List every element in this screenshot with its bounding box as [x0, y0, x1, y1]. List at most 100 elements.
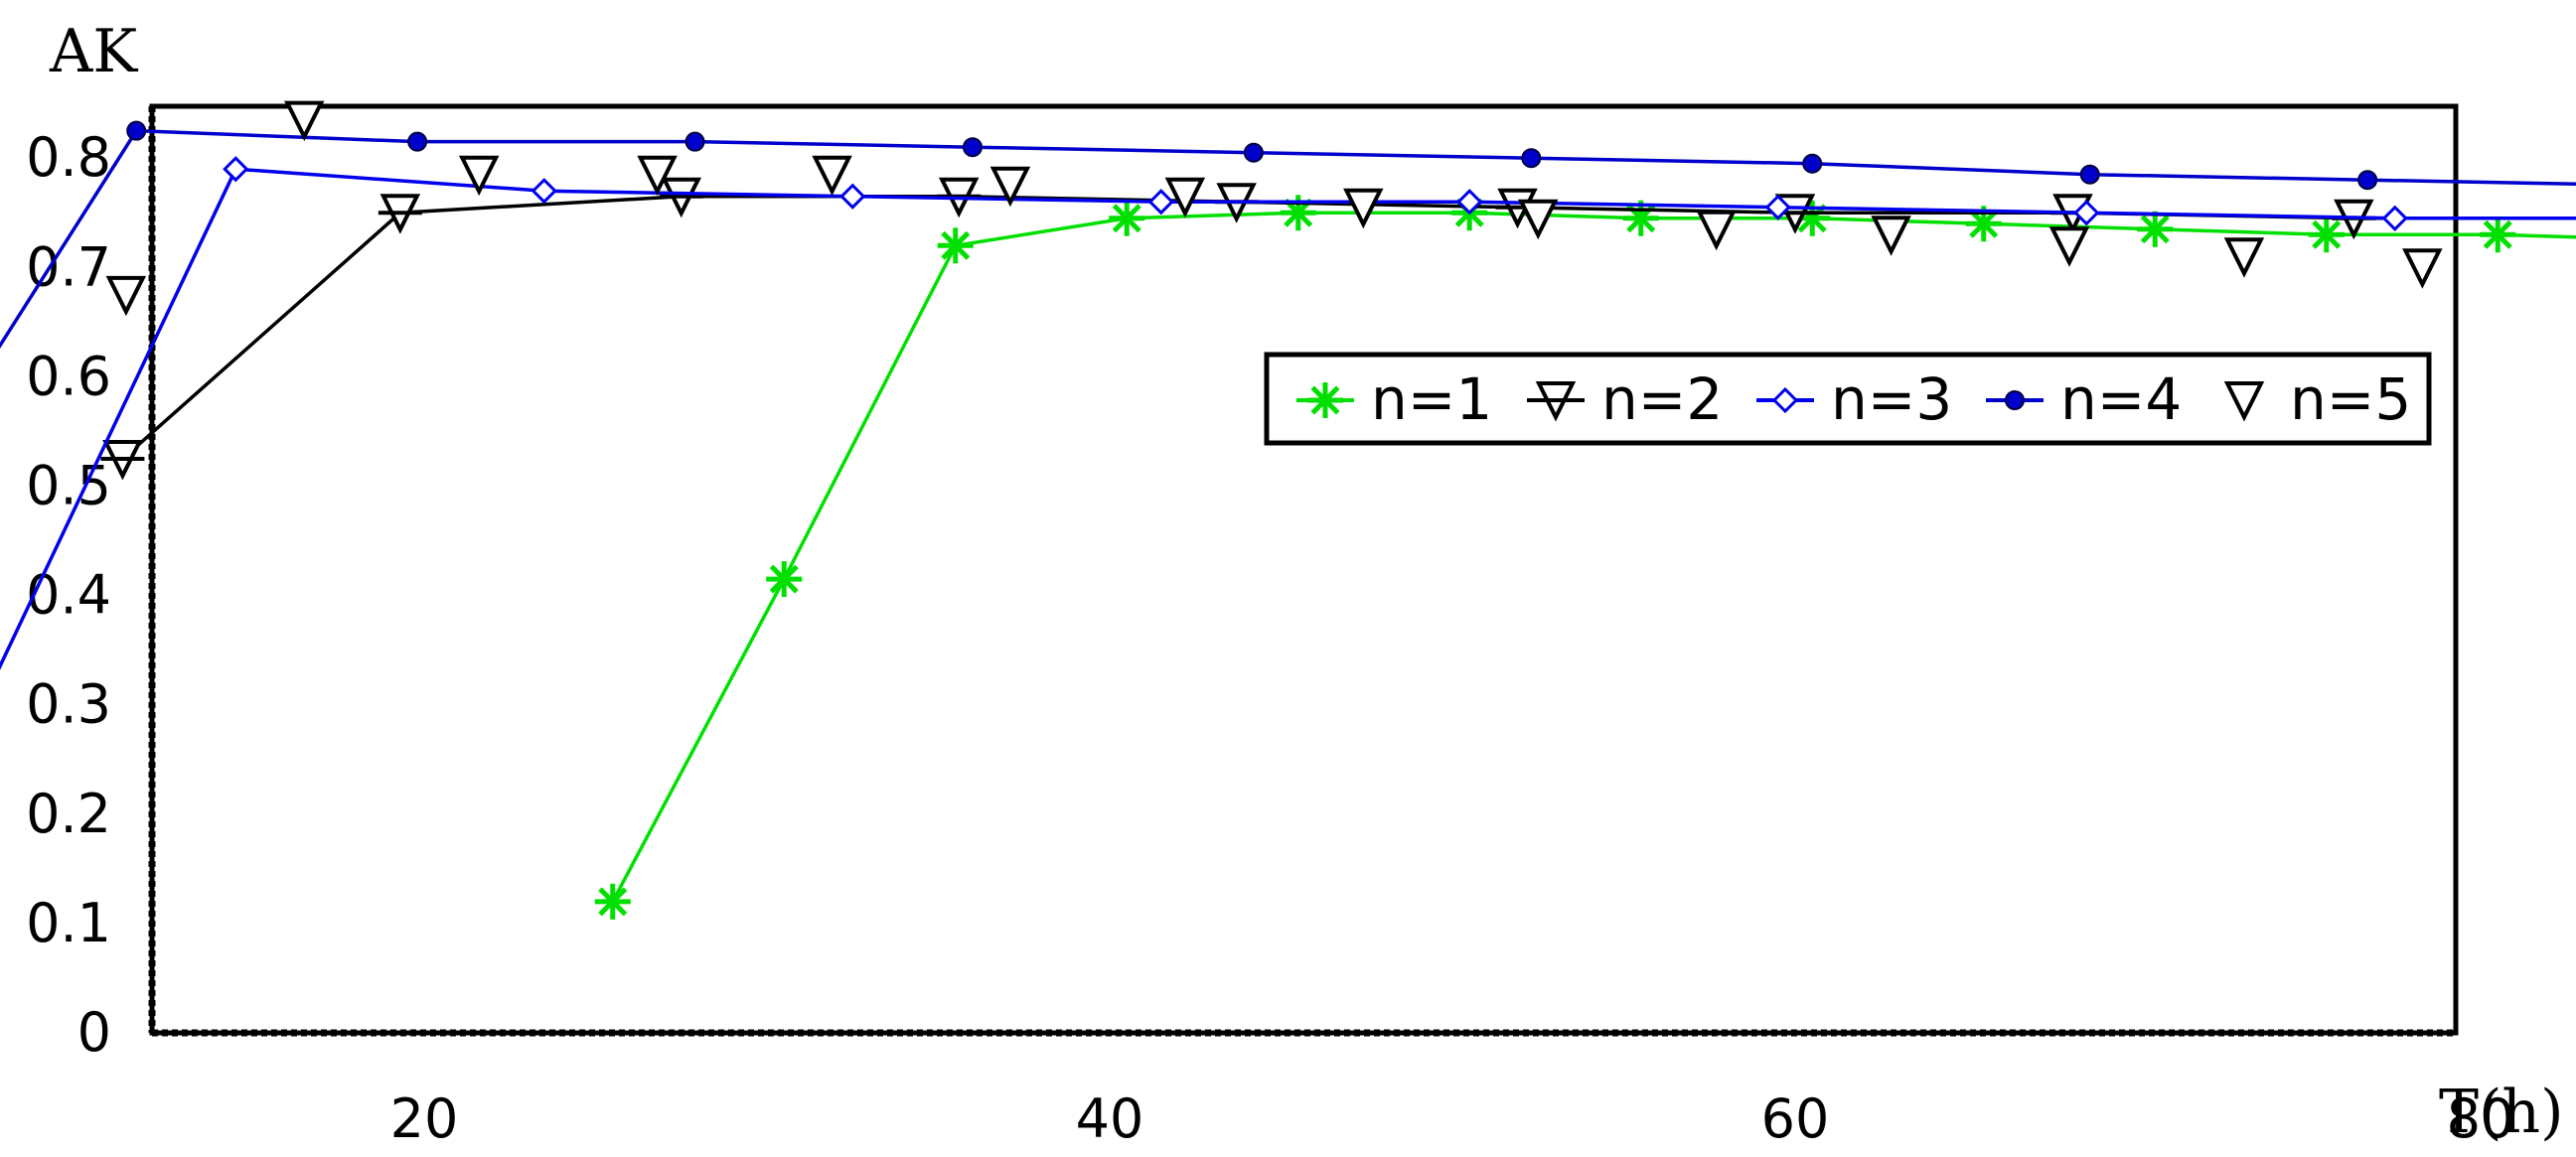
- dot-shape: [2005, 390, 2025, 410]
- y-tick-label: 0.6: [26, 345, 111, 407]
- diamond-shape: [1764, 194, 1791, 220]
- data-point: [1164, 177, 1206, 218]
- data-point: [2308, 217, 2345, 253]
- triangle-shape: [1696, 210, 1737, 251]
- data-point: [989, 166, 1031, 208]
- data-point: [1802, 153, 1823, 174]
- diamond-shape: [2073, 200, 2100, 226]
- dot-shape: [1243, 142, 1264, 163]
- x-axis-label: T(h): [2439, 1078, 2563, 1147]
- x-tick-label: 80: [2447, 1087, 2515, 1150]
- legend-marker: [2005, 390, 2025, 410]
- triangle-shape: [637, 155, 678, 197]
- data-point: [1243, 142, 1264, 163]
- data-point: [2402, 248, 2443, 289]
- dot-shape: [126, 120, 147, 141]
- data-point: [2480, 217, 2516, 253]
- legend-box: [1264, 352, 2432, 446]
- data-point: [2381, 205, 2408, 231]
- y-tick-label: 0.8: [26, 126, 111, 189]
- y-tick-label: 0: [77, 1001, 111, 1064]
- series-line: [611, 211, 2576, 903]
- triangle-shape: [2223, 381, 2265, 422]
- data-point: [2048, 226, 2090, 267]
- data-point: [1343, 188, 1384, 229]
- legend-marker: [2223, 381, 2265, 422]
- diamond-shape: [1147, 189, 1174, 216]
- data-point: [2079, 164, 2100, 185]
- diamond-shape: [839, 183, 866, 210]
- data-point: [378, 194, 422, 234]
- data-point: [1696, 210, 1737, 251]
- asterisk-stroke: [2483, 219, 2512, 249]
- legend-marker: [1534, 381, 1578, 422]
- triangle-shape: [284, 100, 325, 142]
- series-layer: [0, 100, 2576, 920]
- y-tick-label: 0.7: [26, 235, 111, 298]
- x-tick-label: 20: [390, 1087, 459, 1150]
- diamond-shape: [1456, 189, 1483, 216]
- triangle-shape: [105, 275, 147, 317]
- triangle-shape: [1518, 199, 1559, 240]
- data-point: [766, 561, 803, 598]
- data-point: [937, 227, 974, 264]
- series-n3: [0, 156, 2576, 670]
- data-point: [659, 177, 703, 218]
- series-line: [0, 167, 2576, 670]
- data-point: [1109, 200, 1145, 236]
- series-n4: [0, 120, 2576, 350]
- legend-label: n=3: [1831, 365, 1952, 433]
- diamond-shape: [530, 178, 557, 205]
- y-tick-label: 0.3: [26, 673, 111, 736]
- data-point: [530, 178, 557, 205]
- data-point: [812, 155, 852, 197]
- data-point: [1456, 189, 1483, 216]
- axes: 00.10.20.30.40.50.60.70.820406080100120A…: [26, 17, 2563, 1150]
- asterisk-stroke: [1969, 209, 1999, 238]
- triangle-shape: [458, 155, 500, 197]
- data-point: [1521, 148, 1542, 169]
- asterisk-stroke: [941, 230, 971, 260]
- data-point: [284, 100, 325, 142]
- asterisk-stroke: [1112, 204, 1141, 233]
- data-point: [2137, 211, 2174, 247]
- legend-item-n1: n=1: [1296, 365, 1492, 433]
- triangle-shape: [1343, 188, 1384, 229]
- dot-shape: [963, 137, 983, 158]
- dot-shape: [1802, 153, 1823, 174]
- legend-label: n=5: [2290, 365, 2411, 433]
- triangle-shape: [812, 155, 852, 197]
- data-point: [223, 156, 249, 183]
- data-point: [1518, 199, 1559, 240]
- plot-frame: [149, 103, 2459, 1036]
- y-tick-label: 0.1: [26, 892, 111, 954]
- diamond-shape: [2381, 205, 2408, 231]
- diamond-shape: [1771, 386, 1799, 414]
- x-tick-label: 60: [1761, 1087, 1830, 1150]
- legend-item-n4: n=4: [1986, 365, 2182, 433]
- legend-label: n=2: [1601, 365, 1723, 433]
- dot-shape: [1521, 148, 1542, 169]
- series-n1: [594, 195, 2576, 920]
- data-point: [1764, 194, 1791, 220]
- data-point: [684, 131, 705, 152]
- data-point: [2357, 170, 2378, 191]
- triangle-shape: [1164, 177, 1206, 218]
- data-point: [839, 183, 866, 210]
- legend-item-n3: n=3: [1756, 365, 1952, 433]
- triangle-shape: [1871, 216, 1911, 256]
- legend-marker: [1307, 382, 1343, 418]
- data-point: [963, 137, 983, 158]
- asterisk-stroke: [598, 887, 628, 917]
- data-point: [126, 120, 147, 141]
- legend-label: n=4: [2060, 365, 2182, 433]
- dot-shape: [2079, 164, 2100, 185]
- legend-item-n2: n=2: [1527, 365, 1723, 433]
- dot-shape: [2357, 170, 2378, 191]
- data-point: [594, 883, 631, 920]
- triangle-shape: [2048, 226, 2090, 267]
- triangle-shape: [2223, 237, 2265, 278]
- data-point: [1871, 216, 1911, 256]
- legend-label: n=1: [1371, 365, 1492, 433]
